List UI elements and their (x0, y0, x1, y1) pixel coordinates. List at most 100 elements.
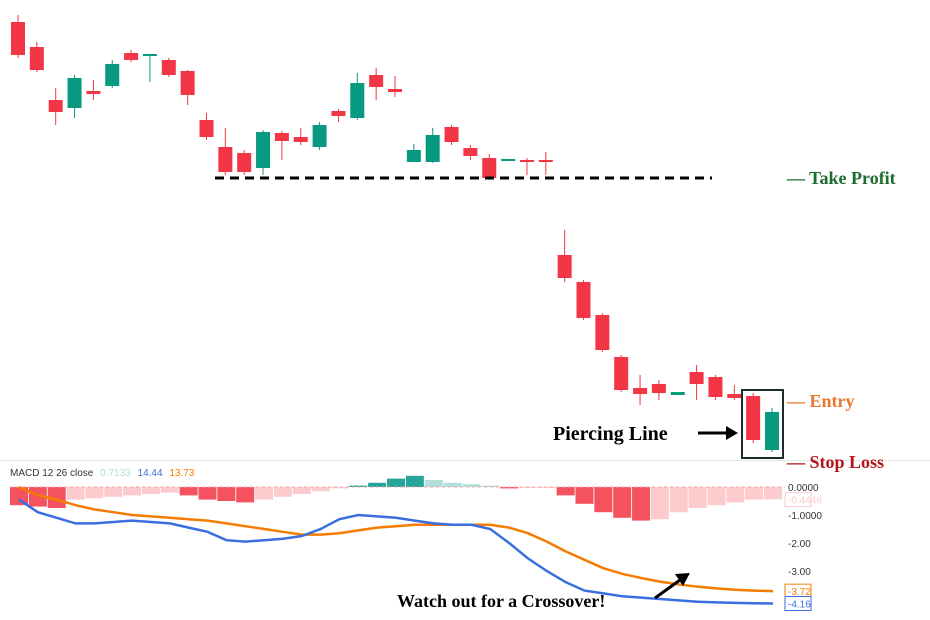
macd-histogram-bar (764, 487, 782, 500)
macd-histogram-bar (613, 487, 632, 518)
candle (727, 385, 742, 400)
candle-body (633, 388, 648, 394)
candle-body (161, 60, 176, 75)
macd-histogram-bar (255, 487, 274, 500)
macd-histogram-bar (349, 485, 368, 487)
candle-body (293, 137, 308, 142)
candle (124, 50, 139, 62)
candle (180, 70, 195, 105)
macd-histogram-last-value-box (784, 492, 812, 508)
candle-body (614, 357, 629, 390)
candle-body (180, 71, 195, 95)
macd-legend-name: MACD 12 26 close (10, 468, 94, 479)
candle-body (48, 100, 63, 112)
candle (463, 145, 478, 160)
macd-signal-last-value: -3.72 (788, 587, 811, 598)
crossover-label: Watch out for a Crossover! (397, 591, 605, 611)
candle (501, 159, 516, 161)
macd-last-value: -4.16 (788, 599, 811, 610)
candle (293, 128, 308, 145)
candle-body (256, 132, 271, 168)
macd-histogram-bar (47, 487, 66, 508)
candle-body (765, 412, 779, 450)
candle-body (312, 125, 327, 147)
candle-body (519, 160, 534, 162)
candle (689, 365, 704, 400)
macd-histogram-bar (632, 487, 651, 521)
candle-body (501, 159, 516, 161)
candle (86, 80, 101, 100)
candle-body (11, 22, 25, 55)
candle-body (199, 120, 214, 137)
candle-body (425, 135, 440, 162)
candle-body (746, 396, 761, 440)
panel-divider (0, 460, 930, 461)
candle (142, 54, 157, 82)
candle-body (406, 150, 421, 162)
macd-line (18, 498, 774, 605)
candle-body (463, 148, 478, 156)
level-label: — Stop Loss (786, 452, 884, 472)
candles-layer (11, 15, 779, 452)
macd-histogram-bar (726, 487, 745, 503)
candle-body (670, 392, 685, 395)
piercing-highlight-box (741, 389, 784, 459)
candle-body (538, 160, 553, 162)
candle-body (124, 53, 139, 60)
levels-layer: — Take Profit — Entry — Stop Loss (215, 168, 896, 472)
macd-histogram-bar (28, 487, 47, 507)
candle-body (727, 394, 742, 398)
candle (651, 380, 666, 400)
macd-legend-signal: 13.73 (169, 468, 195, 479)
crossover-arrow-shaft (654, 578, 681, 600)
candle (388, 76, 402, 97)
piercing-arrow-icon (726, 426, 738, 440)
candle-body (86, 91, 101, 94)
candle-body (218, 147, 233, 172)
candle-body (557, 255, 572, 278)
macd-histogram-bar (10, 487, 28, 506)
candle-body (29, 47, 44, 70)
macd-histogram-bar (669, 487, 688, 513)
candle-body (595, 315, 610, 350)
candle (218, 128, 233, 175)
macd-histogram-bar (462, 484, 481, 487)
candle-body (651, 384, 666, 393)
candle (11, 15, 25, 58)
macd-layer: 0.0000 -1.0000 -2.00 -3.00 -0.4446 -3.72-4.16 (10, 475, 822, 611)
macd-histogram-bar (160, 487, 179, 493)
macd-histogram-bar (424, 480, 443, 487)
level-label: — Entry (786, 391, 855, 411)
macd-y-tick: 0.0000 (788, 483, 819, 494)
macd-histogram-bar (594, 487, 613, 513)
candle-body (708, 377, 723, 397)
candle (576, 280, 591, 320)
macd-histogram-bar (745, 487, 764, 500)
macd-histogram-bar (198, 487, 217, 500)
candle-body (350, 83, 365, 118)
macd-histogram-bar (273, 487, 292, 497)
macd-legend-macd: 14.44 (137, 468, 163, 479)
macd-y-tick: -1.0000 (788, 511, 822, 522)
macd-histogram-bar (405, 475, 424, 487)
candle-body (67, 78, 82, 108)
macd-histogram-bar (292, 487, 311, 494)
macd-histogram-bar (500, 487, 519, 489)
candle (161, 58, 176, 77)
candle (256, 130, 271, 175)
candle (519, 158, 534, 175)
candle (369, 68, 384, 100)
candle (708, 375, 723, 400)
candle-body (331, 111, 346, 116)
candle (614, 355, 629, 392)
macd-signal-line (18, 485, 774, 593)
crossover-arrow-icon (675, 573, 690, 586)
macd-histogram-bar (217, 487, 236, 501)
candle-body (689, 372, 704, 384)
candle (237, 150, 252, 175)
candle (444, 125, 459, 145)
level-label: — Take Profit (786, 168, 896, 188)
candle (274, 131, 289, 160)
macd-histogram-bar (650, 487, 669, 520)
macd-histogram-bar (141, 487, 160, 494)
